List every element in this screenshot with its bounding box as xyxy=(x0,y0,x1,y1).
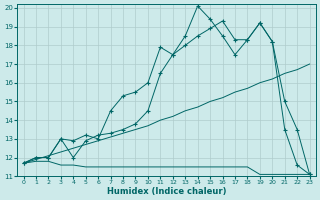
X-axis label: Humidex (Indice chaleur): Humidex (Indice chaleur) xyxy=(107,187,226,196)
